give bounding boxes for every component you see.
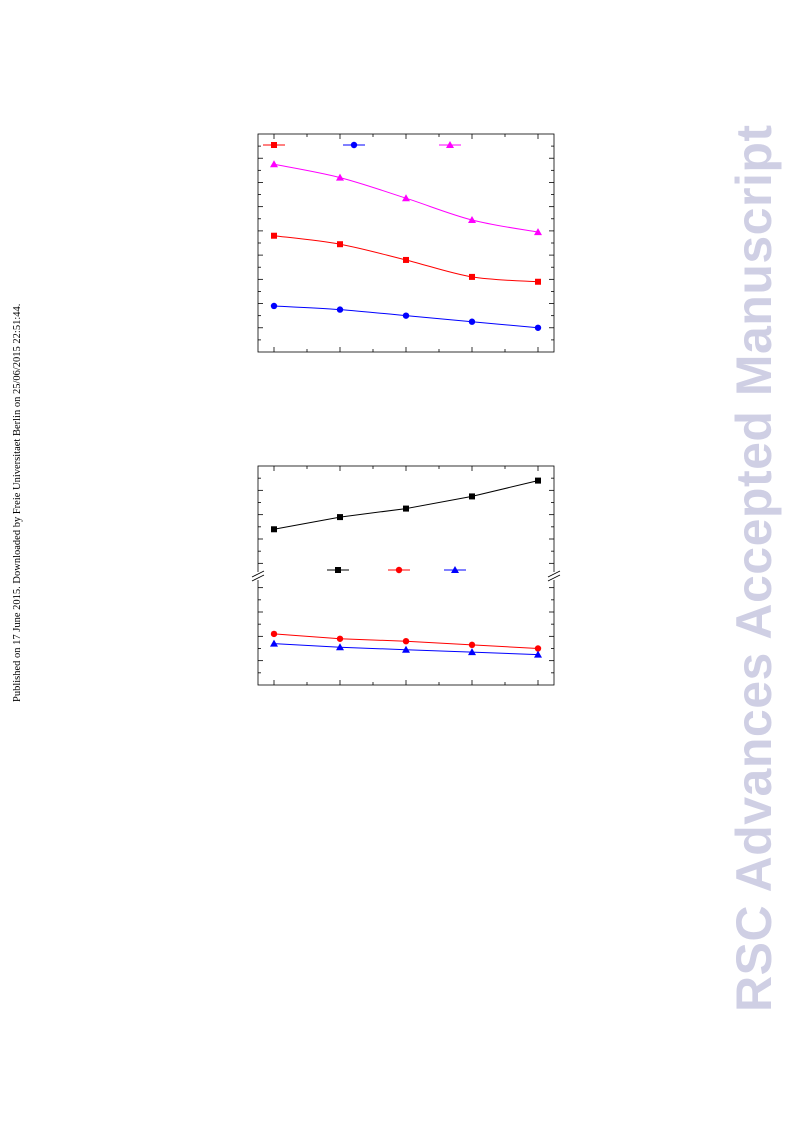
data-point (402, 194, 410, 202)
axis-break-mark (547, 570, 561, 578)
data-point (468, 648, 476, 656)
data-point (337, 514, 343, 521)
data-point (402, 645, 410, 653)
y-ticks (258, 477, 554, 674)
legend (263, 141, 461, 149)
data-point (403, 256, 409, 263)
data-point (270, 302, 278, 310)
series-group (270, 160, 542, 331)
data-point (535, 477, 541, 484)
legend (327, 566, 466, 574)
data-point (402, 638, 410, 645)
legend-marker (350, 141, 358, 149)
axis-break-left (251, 570, 265, 582)
data-point (271, 526, 277, 533)
legend-marker (451, 566, 459, 573)
data-point (468, 215, 476, 223)
data-point (534, 645, 542, 652)
data-point (535, 278, 541, 285)
axis-break-gap (252, 572, 264, 580)
axis-break-mark (251, 574, 265, 582)
data-point (469, 493, 475, 500)
series-group (270, 477, 542, 658)
x-ticks (273, 466, 539, 685)
legend-marker (446, 141, 454, 148)
data-point (468, 318, 476, 325)
axis-break-mark (251, 570, 265, 578)
data-point (270, 630, 278, 638)
legend-marker (335, 567, 341, 573)
data-point (402, 312, 410, 319)
data-point (534, 228, 542, 236)
legend-marker (395, 566, 403, 574)
axis-break-right (547, 570, 561, 582)
data-point (336, 635, 344, 642)
data-point (271, 232, 277, 239)
data-point (469, 273, 475, 280)
data-point (336, 173, 344, 181)
axis-break-mark (547, 574, 561, 582)
y-ticks (258, 145, 554, 341)
data-point (270, 639, 278, 647)
plot-frame (257, 133, 555, 353)
x-ticks (273, 134, 539, 352)
data-point (403, 505, 409, 512)
chart-top (257, 133, 555, 353)
data-point (270, 160, 278, 168)
series-line (273, 480, 539, 530)
data-point (336, 643, 344, 651)
chart-bottom (251, 465, 561, 686)
data-point (534, 324, 542, 331)
data-point (534, 650, 542, 658)
data-point (468, 641, 476, 649)
legend-marker (271, 142, 277, 148)
axis-break-gap (548, 572, 560, 580)
data-point (337, 241, 343, 248)
data-point (336, 306, 344, 313)
